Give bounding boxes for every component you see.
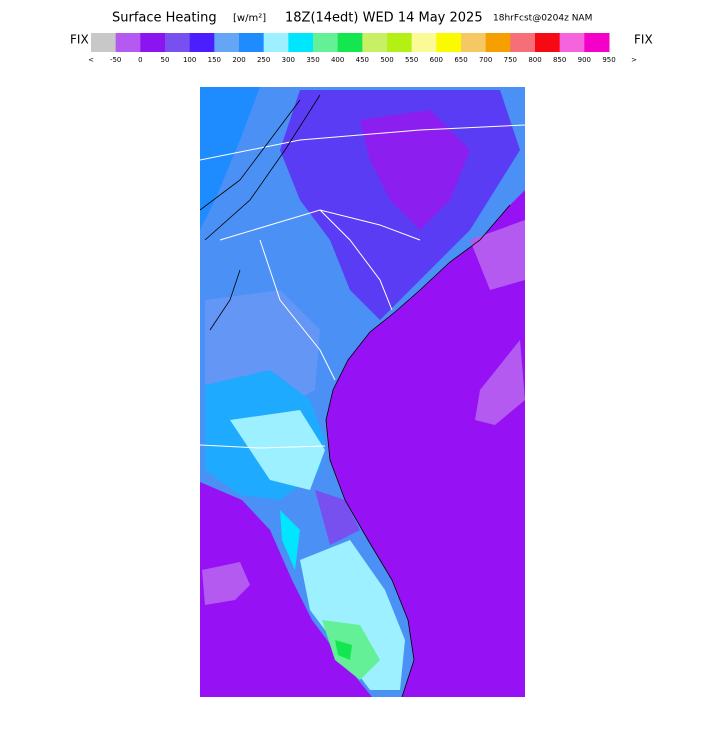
legend-tick-label: 350 [306,56,319,64]
legend-tick-label: 750 [504,56,517,64]
heating-band [300,540,405,690]
legend-tick-label: 100 [183,56,196,64]
heating-band [280,510,300,570]
legend-tick-label: 200 [232,56,245,64]
legend-tick-label: 950 [602,56,615,64]
legend-tick-label: 550 [405,56,418,64]
ocean-patch [475,340,525,425]
legend-tick-label: 300 [282,56,295,64]
legend-swatch [411,33,437,52]
legend-tick-label: 500 [380,56,393,64]
legend-swatch [485,33,511,52]
legend-swatch [189,33,215,52]
fix-left: FIX [70,33,89,47]
legend-swatch [288,33,314,52]
legend-tick-label: 800 [528,56,541,64]
legend-below: < [88,56,94,64]
heating-band [335,640,352,660]
fix-right: FIX [634,33,653,47]
legend-swatch [559,33,585,52]
legend-swatch [263,33,289,52]
legend-swatch [362,33,388,52]
valid-time: 18Z(14edt) WED 14 May 2025 [285,11,483,26]
legend-swatch [510,33,536,52]
legend-tick-label: -50 [110,56,121,64]
legend-swatch [584,33,610,52]
legend-swatch [337,33,363,52]
legend-swatch [313,33,339,52]
legend-swatch [165,33,191,52]
title: Surface Heating [112,11,217,26]
legend-swatch [140,33,166,52]
legend-tick-label: 400 [331,56,344,64]
legend-tick-label: 150 [208,56,221,64]
map [200,87,525,697]
heating-band [230,410,325,490]
legend-swatch [115,33,141,52]
legend-tick-label: 600 [430,56,443,64]
contours [200,94,511,697]
units: [w/m²] [233,13,266,24]
forecast: 18hrFcst@0204z NAM [493,14,592,24]
heating-band [200,87,260,230]
legend-above: > [631,56,637,64]
legend-swatch [461,33,487,52]
legend-tick-label: 0 [138,56,142,64]
gulf-patch [202,562,250,605]
legend-tick-label: 900 [578,56,591,64]
legend-tick-label: 50 [161,56,170,64]
legend-swatch [535,33,561,52]
legend-tick-label: 700 [479,56,492,64]
legend-swatch [436,33,462,52]
legend-tick-label: 850 [553,56,566,64]
legend-swatch [387,33,413,52]
legend-swatch [91,33,117,52]
legend-tick-label: 250 [257,56,270,64]
ocean-patch [470,220,525,290]
heating-band [315,490,360,545]
state-lines [200,124,525,449]
legend-swatch [239,33,265,52]
heating-band [360,110,470,230]
color-legend: -50 0 50 100 150 200 250 300 350 400 450 500 550 600 6… [91,33,616,64]
legend-swatch [214,33,240,52]
legend-tick-label: 650 [454,56,467,64]
legend-tick-label: 450 [356,56,369,64]
